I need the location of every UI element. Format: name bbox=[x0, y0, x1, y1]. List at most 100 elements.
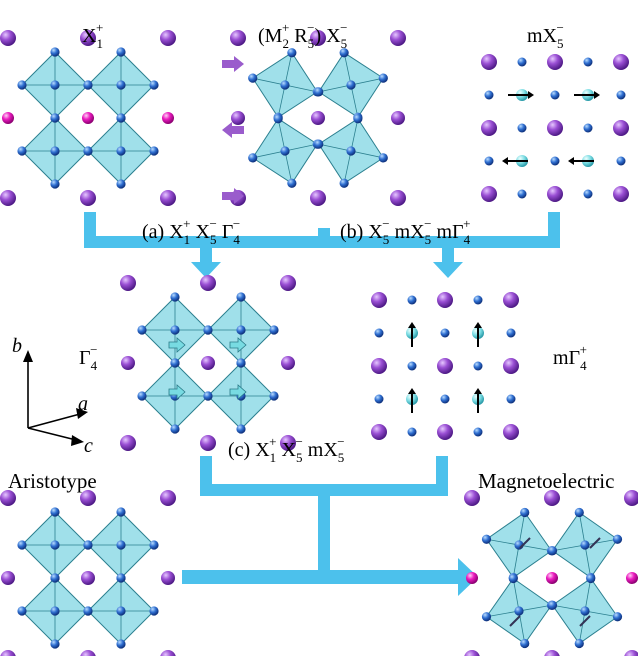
magnetic-a-site bbox=[162, 112, 174, 124]
b-site-vertex bbox=[287, 48, 297, 58]
a-site bbox=[201, 356, 215, 370]
a-site bbox=[200, 275, 216, 291]
b-site bbox=[407, 427, 417, 437]
a-site bbox=[437, 358, 453, 374]
b-site-vertex bbox=[83, 146, 93, 156]
a-site bbox=[161, 571, 175, 585]
a-site bbox=[120, 275, 136, 291]
moment-arrowhead bbox=[408, 322, 416, 328]
b-site-vertex bbox=[574, 507, 584, 518]
b-site bbox=[473, 427, 483, 437]
b-site-vertex bbox=[236, 358, 246, 368]
a-site bbox=[80, 650, 96, 656]
b-site bbox=[473, 361, 483, 371]
shift-arrow-right bbox=[222, 56, 244, 72]
b-site-center bbox=[50, 146, 60, 156]
b-site-vertex bbox=[17, 540, 27, 550]
b-site-vertex bbox=[547, 600, 558, 610]
b-site-vertex bbox=[586, 573, 596, 584]
panel-x1plus bbox=[0, 30, 176, 206]
a-site bbox=[160, 30, 176, 46]
a-site bbox=[231, 111, 245, 125]
a-site bbox=[371, 358, 387, 374]
structure-panels bbox=[0, 30, 638, 656]
a-site bbox=[437, 424, 453, 440]
b-site-vertex bbox=[50, 179, 60, 189]
flow-c-right-stem bbox=[436, 456, 448, 488]
path-b-label: (b) X5− mX5− mΓ4+ bbox=[340, 216, 471, 247]
b-site-vertex bbox=[574, 638, 584, 649]
b-site bbox=[506, 328, 516, 338]
b-site-vertex bbox=[287, 178, 297, 188]
b-site-vertex bbox=[137, 391, 147, 401]
b-site bbox=[440, 394, 450, 404]
b-site-vertex bbox=[520, 507, 530, 518]
b-site-vertex bbox=[116, 573, 126, 583]
a-site bbox=[613, 54, 629, 70]
magnetic-a-site bbox=[466, 572, 478, 584]
a-site bbox=[311, 111, 325, 125]
a-site bbox=[120, 435, 136, 451]
flow-main-bar bbox=[182, 570, 460, 584]
magnetic-a-site bbox=[626, 572, 638, 584]
b-site-vertex bbox=[314, 87, 324, 97]
b-site bbox=[583, 123, 593, 133]
b-site-vertex bbox=[50, 113, 60, 123]
magnetic-a-site bbox=[546, 572, 558, 584]
b-site-center bbox=[580, 606, 590, 616]
b-site-vertex bbox=[50, 573, 60, 583]
b-axis-label: b bbox=[12, 335, 22, 357]
a-site bbox=[390, 30, 406, 46]
b-site-vertex bbox=[248, 153, 258, 163]
panel-mx5minus bbox=[481, 54, 629, 202]
a-site bbox=[280, 435, 296, 451]
moment-arrowhead bbox=[568, 157, 574, 165]
b-site-vertex bbox=[116, 179, 126, 189]
a-site bbox=[81, 571, 95, 585]
b-site-vertex bbox=[17, 146, 27, 156]
b-site-vertex bbox=[170, 292, 180, 302]
c-axis-arrowhead bbox=[71, 435, 84, 446]
b-site-vertex bbox=[116, 507, 126, 517]
a-site bbox=[80, 30, 96, 46]
panel-magnetoelectric bbox=[464, 490, 638, 656]
a-site bbox=[310, 190, 326, 206]
b-site-vertex bbox=[149, 80, 159, 90]
a-site bbox=[310, 30, 326, 46]
a-site bbox=[371, 292, 387, 308]
a-site bbox=[0, 490, 16, 506]
a-site bbox=[121, 356, 135, 370]
b-site-center bbox=[116, 606, 126, 616]
a-site bbox=[481, 186, 497, 202]
b-site-center bbox=[346, 80, 356, 90]
b-site bbox=[407, 361, 417, 371]
a-site bbox=[464, 650, 480, 656]
moment-arrowhead bbox=[408, 388, 416, 394]
a-axis-arrowhead bbox=[76, 408, 88, 419]
b-site-vertex bbox=[378, 153, 388, 163]
b-site-vertex bbox=[508, 573, 518, 584]
b-site-center bbox=[514, 606, 524, 616]
displacement-arrow bbox=[229, 384, 247, 400]
b-site-vertex bbox=[339, 48, 349, 58]
b-site-vertex bbox=[481, 612, 492, 622]
b-site bbox=[616, 90, 626, 100]
flow-b-drop bbox=[442, 248, 454, 262]
a-site bbox=[547, 120, 563, 136]
label-x1plus: X1+ bbox=[82, 20, 103, 51]
b-axis-arrowhead bbox=[23, 350, 33, 362]
label-mgamma4plus: mΓ4+ bbox=[553, 342, 587, 373]
label-magnetoelectric: Magnetoelectric bbox=[478, 469, 614, 493]
a-site bbox=[160, 190, 176, 206]
b-site-center bbox=[580, 540, 590, 550]
flow-arrows bbox=[84, 212, 560, 596]
displacement-arrow bbox=[168, 384, 186, 400]
b-site-vertex bbox=[137, 325, 147, 335]
flow-top-mid-stem bbox=[318, 228, 330, 248]
b-site bbox=[374, 328, 384, 338]
a-site bbox=[613, 120, 629, 136]
b-site bbox=[517, 189, 527, 199]
a-site bbox=[613, 186, 629, 202]
b-site-vertex bbox=[149, 606, 159, 616]
b-site-vertex bbox=[547, 546, 558, 556]
